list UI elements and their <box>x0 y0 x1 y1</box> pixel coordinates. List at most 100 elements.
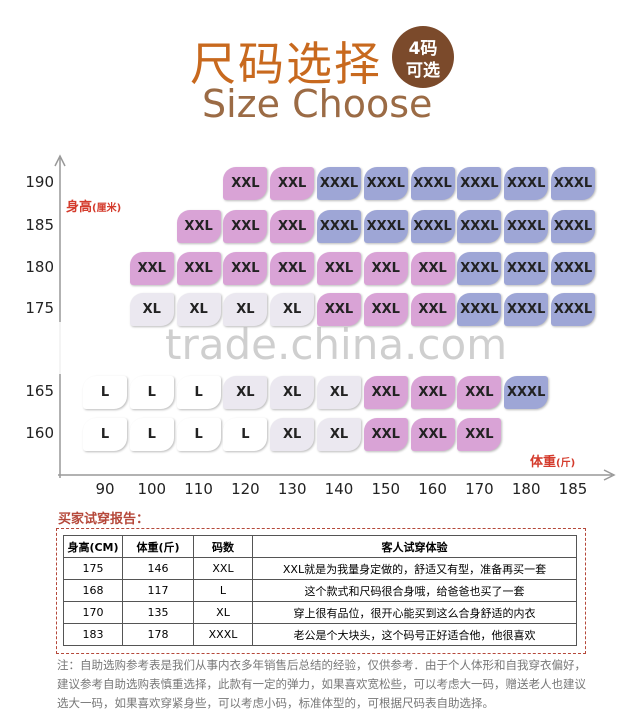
x-tick-label: 120 <box>231 480 260 498</box>
y-tick-label: 190 <box>25 173 54 191</box>
report-table: 身高(CM) 体重(斤) 码数 客人试穿体验 175 146 XXL XXL就是为我量身定做的… <box>63 535 577 646</box>
report-title: 买家试穿报告： <box>58 512 150 527</box>
size-tile: XXL <box>363 418 408 451</box>
column-header: 客人试穿体验 <box>252 535 577 558</box>
x-tick-label: 180 <box>511 480 541 498</box>
size-tile: XXL <box>317 293 361 326</box>
size-tile: XXXL <box>504 293 549 326</box>
report-frame <box>56 528 586 654</box>
size-tile: XXXL <box>551 210 595 243</box>
size-tile: XXXL <box>504 167 549 200</box>
size-tile: L <box>176 376 221 409</box>
size-tile: XXXL <box>410 167 455 200</box>
size-tile: XXL <box>270 210 315 243</box>
size-tile: XXL <box>223 167 268 200</box>
x-tick-label: 130 <box>277 480 307 498</box>
size-tile: L <box>83 418 127 451</box>
y-axis-title: 身高(厘米) <box>66 196 121 215</box>
x-tick-label: 140 <box>324 480 354 498</box>
size-tile: XL <box>270 418 315 451</box>
size-tile: XXXL <box>457 210 502 243</box>
size-tile: XXXL <box>551 167 595 200</box>
table-row: 183 178 XXXL 老公是个大块头，这个码号正好适合他，他很喜欢 <box>63 623 577 646</box>
watermark: trade.china.com <box>165 320 508 369</box>
label: 体重 <box>530 455 557 470</box>
arrow <box>603 469 616 481</box>
size-tile: XXL <box>176 252 221 285</box>
x-tick-label: 150 <box>371 480 401 498</box>
x-tick-label: 160 <box>418 480 447 498</box>
size-tile: XXXL <box>363 167 408 200</box>
size-tile: XXL <box>129 252 174 285</box>
x-tick-label: 185 <box>558 480 588 498</box>
y-tick-label: 165 <box>25 382 54 400</box>
subtitle: Size Choose <box>202 82 433 126</box>
table-row: 175 146 XXL XXL就是为我量身定做的，舒适又有型，准备再买一套 <box>63 557 577 580</box>
badge <box>392 26 454 88</box>
size-tile: XXXL <box>504 376 549 409</box>
size-tile: XL <box>317 376 361 409</box>
cell: 183 <box>63 623 123 646</box>
size-tile: XXL <box>457 376 502 409</box>
cell: 这个款式和尺码很合身哦，给爸爸也买了一套 <box>252 579 577 602</box>
size-tile: XXXL <box>457 167 502 200</box>
unit: (厘米) <box>92 203 122 214</box>
size-tile: XL <box>223 293 268 326</box>
x-tick-label: 170 <box>465 480 494 498</box>
size-tile: XXXL <box>317 210 361 243</box>
unit: (斤) <box>556 458 576 469</box>
size-tile: XXL <box>317 252 361 285</box>
cell: 170 <box>63 601 123 624</box>
size-tile: L <box>129 376 174 409</box>
watermark-band <box>0 322 640 374</box>
table-row: 168 117 L 这个款式和尺码很合身哦，给爸爸也买了一套 <box>63 579 577 602</box>
size-tile: XXL <box>270 252 315 285</box>
size-tile: XXXL <box>504 210 549 243</box>
label: 身高 <box>66 200 93 215</box>
size-tile: L <box>83 376 127 409</box>
size-tile: XXL <box>457 418 502 451</box>
cell: 老公是个大块头，这个码号正好适合他，他很喜欢 <box>252 623 577 646</box>
y-tick-label: 160 <box>25 424 54 442</box>
size-tile: XXL <box>410 418 455 451</box>
cell: XL <box>193 601 253 624</box>
column-header: 码数 <box>193 535 253 558</box>
size-tile: XXL <box>410 252 455 285</box>
size-tile: L <box>129 418 174 451</box>
table-row: 170 135 XL 穿上很有品位，很开心能买到这么合身舒适的内衣 <box>63 601 577 624</box>
size-tile: XXXL <box>410 210 455 243</box>
size-tile: XXL <box>363 293 408 326</box>
size-tile: XL <box>129 293 174 326</box>
cell: L <box>193 579 253 602</box>
size-tile: XXL <box>270 167 315 200</box>
size-tile: L <box>223 418 268 451</box>
title: 尺码选择 <box>190 37 382 91</box>
size-tile: XXL <box>223 252 268 285</box>
cell: XXL <box>193 557 253 580</box>
x-tick-label: 110 <box>184 480 213 498</box>
x-tick-label: 100 <box>137 480 167 498</box>
size-tile: XXXL <box>363 210 408 243</box>
x-tick-label: 90 <box>95 480 115 498</box>
size-tile: XXXL <box>551 293 595 326</box>
size-tile: XL <box>270 376 315 409</box>
y-tick-label: 180 <box>25 258 54 276</box>
cell: XXL就是为我量身定做的，舒适又有型，准备再买一套 <box>252 557 577 580</box>
size-tile: XXXL <box>317 167 361 200</box>
y-tick-label: 175 <box>25 299 54 317</box>
size-tile: XXXL <box>457 252 502 285</box>
note: 注：自助选购参考表是我们从事内衣多年销售后总结的经验，仅供参考．由于个人体形和自… <box>57 658 586 710</box>
cell: 135 <box>122 601 194 624</box>
size-tile: XL <box>176 293 221 326</box>
size-tile: XXXL <box>504 252 549 285</box>
cell: 178 <box>122 623 194 646</box>
size-tile: XXL <box>223 210 268 243</box>
column-header: 身高(CM) <box>63 535 123 558</box>
arrow <box>54 154 66 167</box>
size-tile: XXL <box>410 376 455 409</box>
cell: 穿上很有品位，很开心能买到这么合身舒适的内衣 <box>252 601 577 624</box>
size-tile: XXXL <box>457 293 502 326</box>
size-tile: XL <box>270 293 315 326</box>
badge-line: 可选 <box>406 61 440 81</box>
header-row: 身高(CM) 体重(斤) 码数 客人试穿体验 <box>63 535 577 558</box>
